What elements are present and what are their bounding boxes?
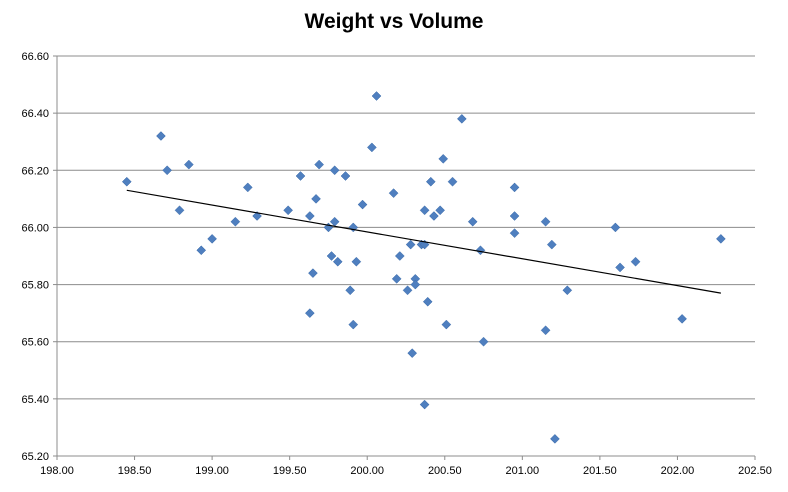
y-tick-label: 65.20 [21, 451, 49, 463]
trendline-group [126, 189, 721, 294]
gridlines [57, 55, 755, 400]
data-point [509, 182, 520, 193]
data-point [230, 216, 241, 227]
data-point [345, 285, 356, 296]
x-tick-label: 201.00 [506, 465, 540, 477]
data-point [562, 285, 573, 296]
data-points [121, 91, 726, 444]
data-point [156, 131, 166, 141]
data-point [610, 222, 621, 233]
data-point [435, 205, 445, 216]
y-tick-label: 66.40 [21, 108, 49, 120]
data-point [407, 348, 418, 358]
data-point [467, 216, 478, 227]
data-point [429, 211, 439, 221]
data-point [304, 211, 315, 221]
data-point [478, 336, 489, 347]
data-point [447, 176, 458, 187]
axes [53, 55, 756, 460]
data-point [419, 205, 430, 216]
data-point [438, 154, 449, 164]
x-tick-label: 198.00 [40, 465, 74, 477]
data-point [677, 314, 687, 324]
data-point [540, 216, 551, 227]
y-tick-label: 66.20 [21, 165, 49, 177]
trendline [126, 189, 721, 294]
data-point [183, 159, 194, 170]
data-point [329, 216, 340, 227]
y-tick-label: 66.60 [21, 51, 49, 63]
data-point [295, 171, 306, 181]
data-point [371, 91, 382, 101]
data-point [329, 165, 340, 176]
data-point [207, 234, 217, 244]
data-point [326, 251, 337, 261]
data-point [456, 114, 467, 124]
x-tick-label: 200.00 [350, 465, 384, 477]
data-point [357, 199, 368, 210]
data-point [630, 256, 641, 267]
x-axis-ticks: 198.00 198.50 199.00 199.50 200.00 200.50 201.… [40, 465, 772, 477]
data-point [410, 279, 421, 290]
data-point [283, 205, 293, 216]
data-point [422, 296, 433, 307]
data-point [509, 211, 520, 221]
data-point [615, 262, 625, 273]
data-point [242, 182, 253, 193]
data-point [311, 194, 321, 204]
data-point [716, 234, 726, 244]
y-tick-label: 65.40 [21, 394, 49, 406]
data-point [340, 171, 351, 181]
x-tick-label: 201.50 [583, 465, 617, 477]
data-point [402, 285, 413, 296]
data-point [546, 239, 557, 250]
data-point [162, 165, 172, 176]
data-point [121, 176, 132, 187]
x-tick-label: 199.00 [195, 465, 229, 477]
data-point [351, 256, 362, 267]
data-point [419, 399, 430, 410]
x-tick-label: 202.00 [661, 465, 695, 477]
data-point [475, 245, 486, 256]
x-tick-label: 198.50 [118, 465, 152, 477]
y-tick-label: 66.00 [21, 222, 49, 234]
data-point [540, 325, 551, 336]
x-tick-label: 202.50 [738, 465, 772, 477]
x-tick-label: 200.50 [428, 465, 462, 477]
data-point [441, 319, 452, 330]
data-point [509, 228, 520, 238]
data-point [388, 188, 399, 198]
data-point [314, 159, 324, 170]
chart-title: Weight vs Volume [304, 10, 484, 33]
data-point [391, 274, 402, 284]
data-point [332, 256, 343, 267]
data-point [425, 176, 436, 187]
x-tick-label: 199.50 [273, 465, 307, 477]
y-tick-label: 65.60 [21, 337, 49, 349]
data-point [308, 268, 318, 278]
data-point [196, 245, 207, 256]
data-point [367, 142, 377, 153]
data-point [174, 205, 185, 216]
y-axis-ticks: 66.60 66.40 66.20 66.00 65.80 65.60 65.40 65.20 [21, 51, 49, 463]
y-tick-label: 65.80 [21, 280, 49, 292]
data-point [405, 239, 416, 250]
data-point [550, 434, 560, 444]
data-point [304, 308, 315, 318]
data-point [394, 251, 405, 261]
data-point [348, 319, 359, 330]
